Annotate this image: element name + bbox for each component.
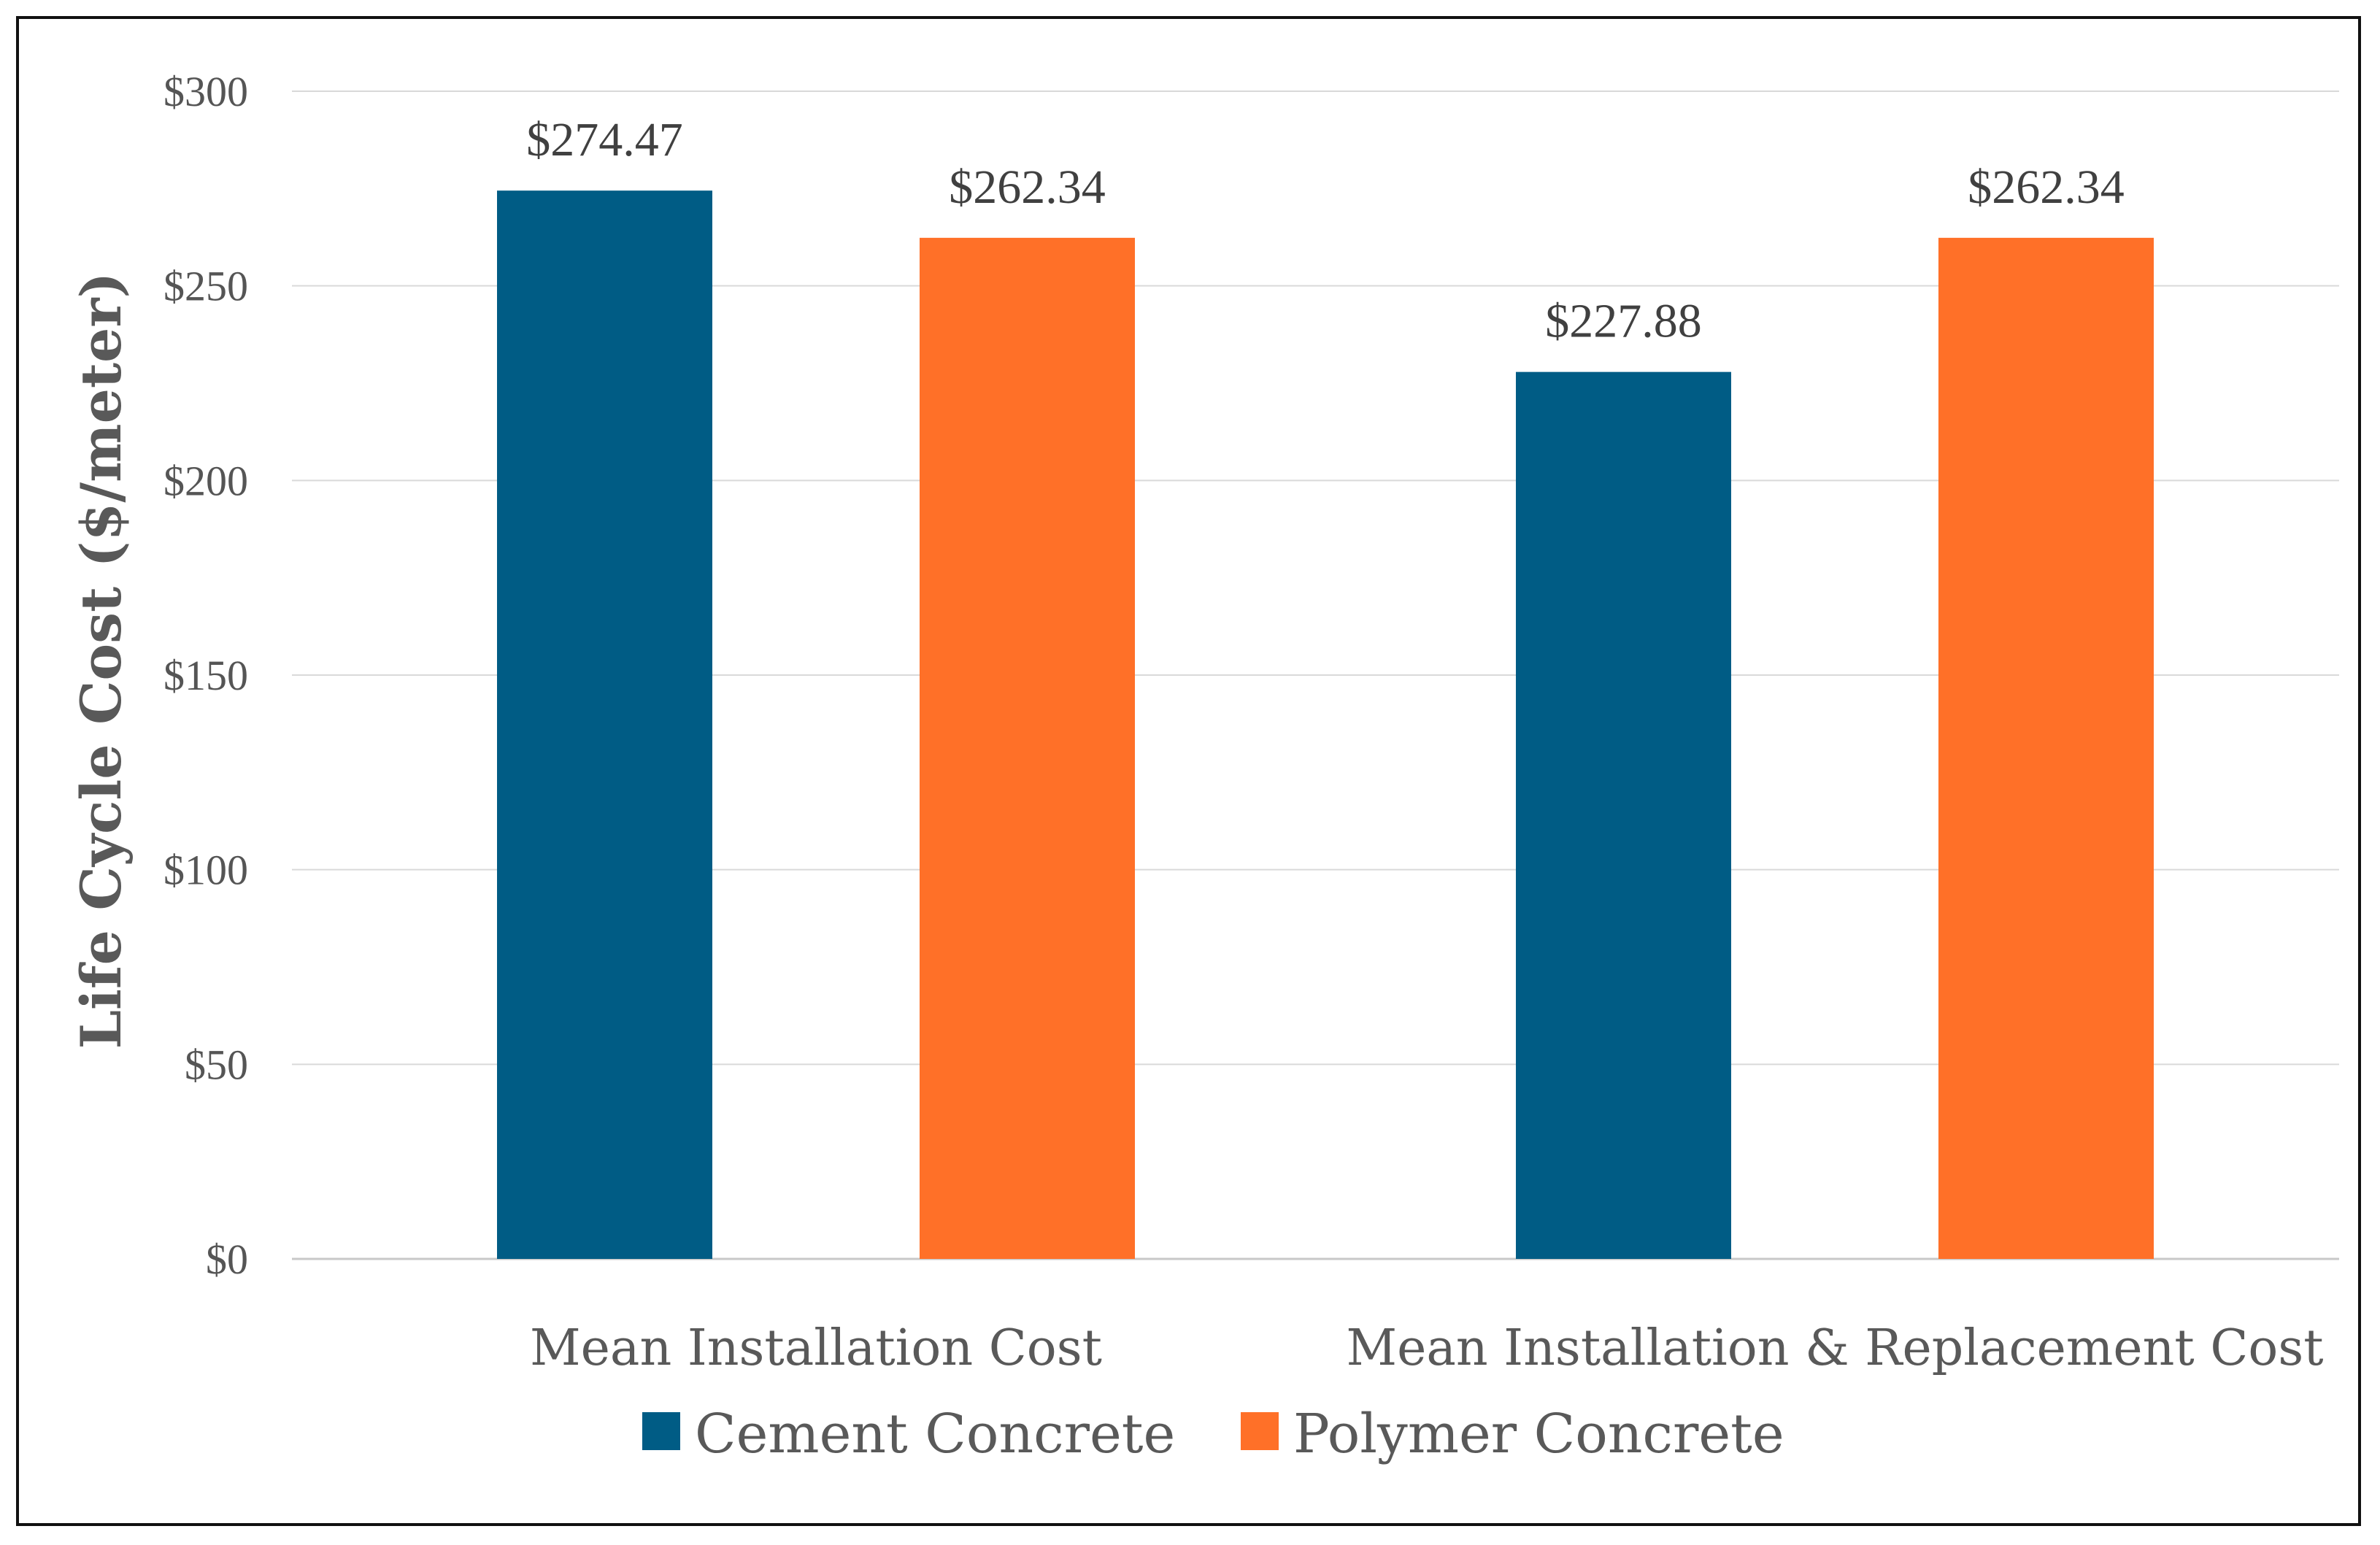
data-label: $262.34 xyxy=(1968,161,2125,214)
data-labels: $274.47 $227.88 $262.34 $262.34 xyxy=(526,113,2125,347)
y-tick-label: $50 xyxy=(185,1041,248,1088)
y-tick-label: $300 xyxy=(163,68,248,115)
legend-label: Cement Concrete xyxy=(695,1403,1175,1465)
bars xyxy=(497,190,2154,1260)
x-category-label: Mean Installation Cost xyxy=(530,1319,1102,1377)
y-tick-label: $200 xyxy=(163,457,248,504)
y-axis-title: Life Cycle Cost ($/meter) xyxy=(69,272,134,1049)
legend-label: Polymer Concrete xyxy=(1293,1403,1784,1465)
data-label: $274.47 xyxy=(526,113,683,166)
legend-swatch xyxy=(642,1412,680,1450)
bar xyxy=(497,190,712,1259)
bar xyxy=(1516,371,1731,1259)
y-axis-ticks: $0 $50 $100 $150 $200 $250 $300 xyxy=(163,68,248,1283)
bar xyxy=(920,237,1135,1260)
y-tick-label: $150 xyxy=(163,652,248,699)
data-label: $227.88 xyxy=(1545,295,1702,348)
bar xyxy=(1938,237,2154,1260)
data-label: $262.34 xyxy=(949,161,1106,214)
y-tick-label: $0 xyxy=(206,1236,248,1283)
legend: Cement Concrete Polymer Concrete xyxy=(642,1403,1784,1465)
x-category-label: Mean Installation & Replacement Cost xyxy=(1346,1319,2323,1377)
y-tick-label: $250 xyxy=(163,263,248,310)
x-axis-categories: Mean Installation Cost Mean Installation … xyxy=(530,1319,2324,1377)
y-tick-label: $100 xyxy=(163,847,248,894)
legend-swatch xyxy=(1241,1412,1279,1450)
